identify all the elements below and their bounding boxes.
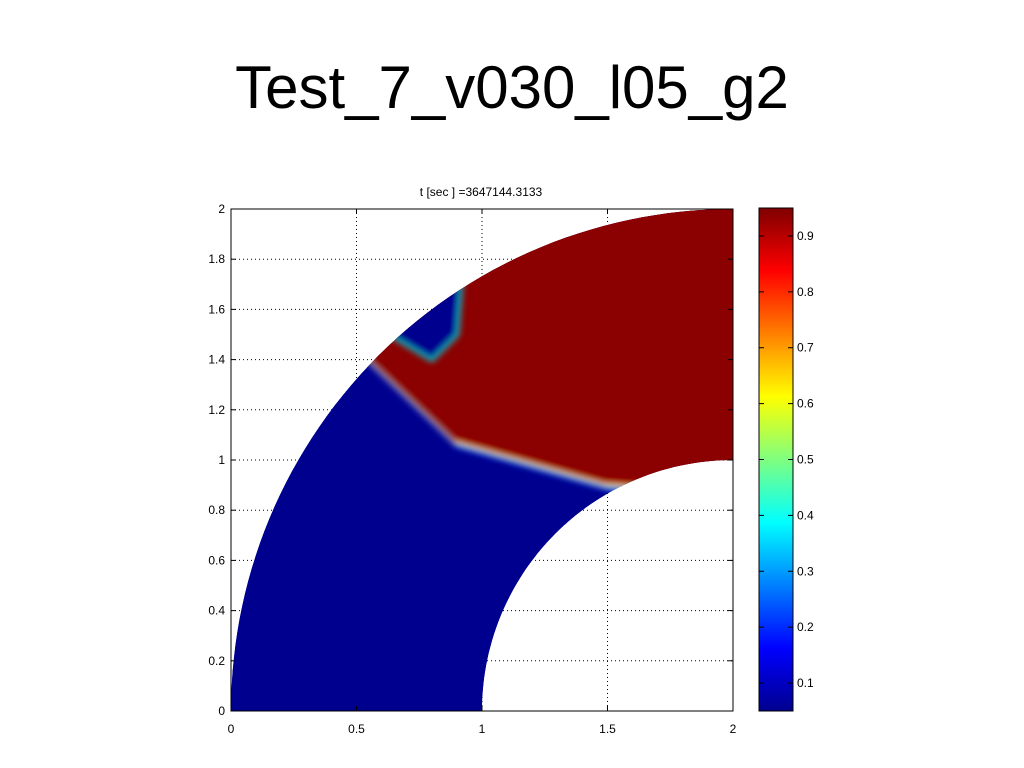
x-tick-label: 1 [479,722,486,736]
colorbar-tick-label: 0.3 [797,564,814,578]
y-tick-label: 1 [218,453,225,467]
x-tick-label: 2 [730,722,737,736]
slide-title: Test_7_v030_l05_g2 [235,54,789,121]
colorbar-tick-label: 0.6 [797,397,814,411]
y-tick-label: 0.2 [208,654,225,668]
y-tick-label: 0.4 [208,604,225,618]
colorbar-tick-label: 0.8 [797,285,814,299]
colorbar: 0.1 0.2 0.3 0.4 0.5 0.6 0.7 0.8 0.9 [758,207,814,712]
x-tick-label: 1.5 [599,722,616,736]
y-tick-label: 1.6 [208,302,225,316]
colorbar-tick-label: 0.1 [797,676,814,690]
colorbar-gradient [758,207,794,712]
y-tick-label: 1.2 [208,403,225,417]
y-tick-label: 1.8 [208,252,225,266]
plot-area: 0 0.5 1 1.5 2 0 0.2 0.4 0.6 0.8 1 1.2 1.4 1.6 1.8 2 [208,202,737,736]
colorbar-tick-label: 0.4 [797,508,814,522]
colorbar-tick-label: 0.5 [797,453,814,467]
y-tick-label: 0.8 [208,503,225,517]
colorbar-tick-label: 0.9 [797,229,814,243]
y-tick-label: 2 [218,202,225,216]
colorbar-tick-label: 0.7 [797,341,814,355]
plot-title: t [sec ] =3647144.3133 [420,185,543,199]
y-tick-label: 0 [218,704,225,718]
colorbar-tick-label: 0.2 [797,620,814,634]
y-tick-label: 1.4 [208,353,225,367]
x-tick-label: 0.5 [348,722,365,736]
y-tick-label: 0.6 [208,553,225,567]
x-tick-label: 0 [228,722,235,736]
